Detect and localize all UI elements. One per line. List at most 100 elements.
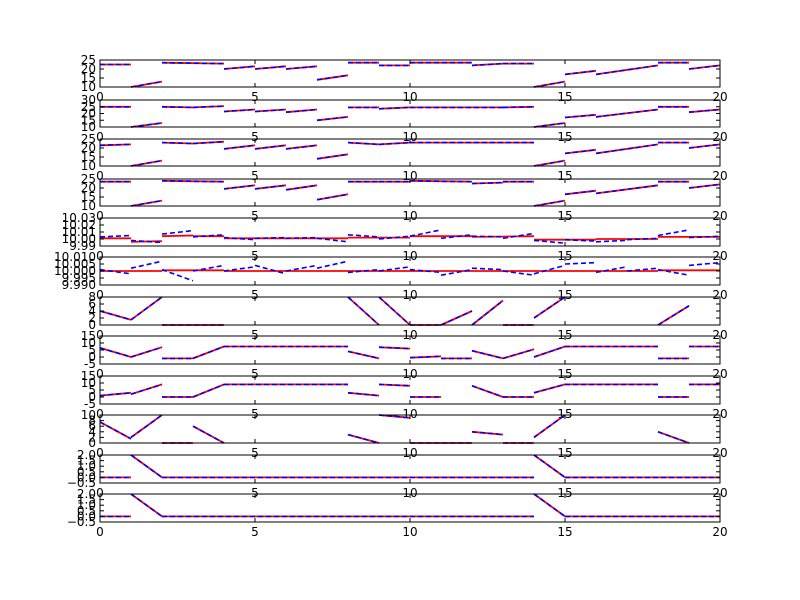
series-dashed-segment-17: [595, 239, 628, 243]
y-tick-label: 15: [81, 190, 96, 204]
x-tick-label: 20: [712, 446, 727, 460]
y-tick-label: 2: [88, 430, 96, 444]
series-dashed-segment-5: [254, 184, 287, 190]
series-dashed-segment-10: [378, 266, 411, 272]
series-dashed-segment-7: [316, 74, 349, 81]
series-dashed-segment-3: [161, 180, 225, 183]
series-dashed-segment-4: [533, 454, 566, 479]
series-dashed-segment-11: [502, 348, 535, 360]
x-tick-label: 15: [557, 367, 572, 381]
y-tick-label: 10: [81, 408, 96, 422]
series-dashed-segment-6: [254, 108, 287, 113]
y-tick-label: 10.000: [54, 264, 96, 278]
x-tick-label: 5: [251, 407, 259, 421]
series-dashed: [100, 345, 720, 360]
series-dashed-segment-10: [378, 141, 411, 146]
series-dashed-segment-6: [378, 414, 411, 419]
series-dashed-segment-17: [595, 266, 628, 274]
x-tick-label: 5: [251, 288, 259, 302]
series-dashed: [100, 105, 720, 128]
y-tick-label: 15: [81, 71, 96, 85]
y-tick-label: 9.995: [62, 271, 96, 285]
x-tick-label: 10: [402, 130, 417, 144]
series-dashed-segment-14: [564, 114, 597, 119]
x-tick-label: 0: [96, 407, 104, 421]
x-tick-label: 0: [96, 328, 104, 342]
series-dashed-segment-17: [688, 183, 720, 189]
x-tick-label: 5: [251, 367, 259, 381]
series-dashed-segment-12: [440, 268, 473, 276]
series-dashed-segment-2: [130, 159, 163, 167]
series-dashed-segment-18: [626, 237, 659, 241]
x-tick-label: 0: [96, 288, 104, 302]
x-tick-label: 5: [251, 486, 259, 500]
y-tick-label: 0.5: [77, 465, 96, 479]
series-dashed-segment-5: [378, 296, 411, 326]
series-dashed-segment-13: [533, 122, 566, 128]
x-tick-label: 5: [251, 249, 259, 263]
series-dashed-segment-6: [347, 392, 380, 397]
series-dashed-segment-4: [192, 140, 225, 145]
y-tick-label: 9.990: [62, 278, 96, 292]
y-tick-label: 15: [81, 113, 96, 127]
y-tick-label: 0: [88, 350, 96, 364]
y-tick-label: 10.02: [62, 218, 96, 232]
subplot-11: −0.50.00.51.01.52.00 5 10 15 20: [67, 448, 728, 500]
series-dashed-segment-10: [533, 414, 566, 439]
series-dashed-segment-5: [223, 144, 256, 150]
series-dashed-segment-8: [316, 153, 349, 160]
series-dashed-segment-17: [688, 64, 720, 70]
series-dashed-segment-11: [657, 305, 690, 326]
y-tick-label: 5: [88, 343, 96, 357]
series-dashed: [100, 180, 720, 207]
x-tick-label: 5: [251, 328, 259, 342]
subplot-12: −0.50.00.51.01.52.00 5 10 15 20: [67, 487, 728, 539]
series-dashed-segment-8: [471, 431, 504, 436]
series-dashed-segment-12: [533, 159, 566, 167]
series-dashed-segment-5: [223, 236, 256, 241]
series-dashed-segment-5: [223, 108, 256, 113]
x-tick-label: 0: [96, 169, 104, 183]
series-dashed: [100, 454, 720, 479]
series-dashed-segment-4: [533, 493, 566, 518]
y-tick-label: −0.5: [67, 515, 96, 529]
x-tick-label: 10: [402, 249, 417, 263]
series-dashed: [100, 61, 720, 88]
x-tick-label: 20: [712, 249, 727, 263]
x-tick-label: 15: [557, 288, 572, 302]
y-tick-label: 10: [81, 376, 96, 390]
y-tick-label: 9.99: [69, 239, 96, 253]
y-tick-label: 10: [81, 336, 96, 350]
y-tick-label: −0.5: [67, 476, 96, 490]
series-dashed-segment-4: [192, 425, 225, 444]
y-tick-label: 25: [81, 53, 96, 67]
y-tick-label: 1.0: [77, 498, 96, 512]
series-dashed-segment-19: [657, 268, 690, 276]
x-tick-label: 0: [96, 525, 104, 539]
series-dashed-segment-13: [533, 199, 566, 207]
x-tick-label: 20: [712, 486, 727, 500]
series-dashed-segment-2: [130, 346, 163, 358]
series-dashed-segment-2: [130, 122, 163, 128]
series-solid-segment-3: [161, 234, 194, 238]
x-tick-label: 20: [712, 407, 727, 421]
x-tick-label: 20: [712, 130, 727, 144]
series-dashed-segment-8: [409, 355, 442, 359]
y-tick-label: 1.5: [77, 493, 96, 507]
y-tick-label: -5: [84, 397, 96, 411]
series-dashed-segment-5: [254, 65, 287, 70]
series-dashed: [100, 493, 720, 518]
y-tick-label: 1.5: [77, 454, 96, 468]
y-tick-label: 10: [81, 159, 96, 173]
series-dashed-segment-6: [254, 264, 287, 275]
y-tick-label: 0.0: [77, 470, 96, 484]
series-dashed-segment-6: [285, 65, 318, 70]
series-dashed-segment-2: [130, 296, 163, 321]
y-tick-label: 10.03: [62, 211, 96, 225]
series-dashed-segment-16: [688, 143, 720, 149]
y-tick-label: 25: [81, 100, 96, 114]
y-tick-label: 1.0: [77, 459, 96, 473]
series-dashed-segment-8: [316, 237, 349, 243]
